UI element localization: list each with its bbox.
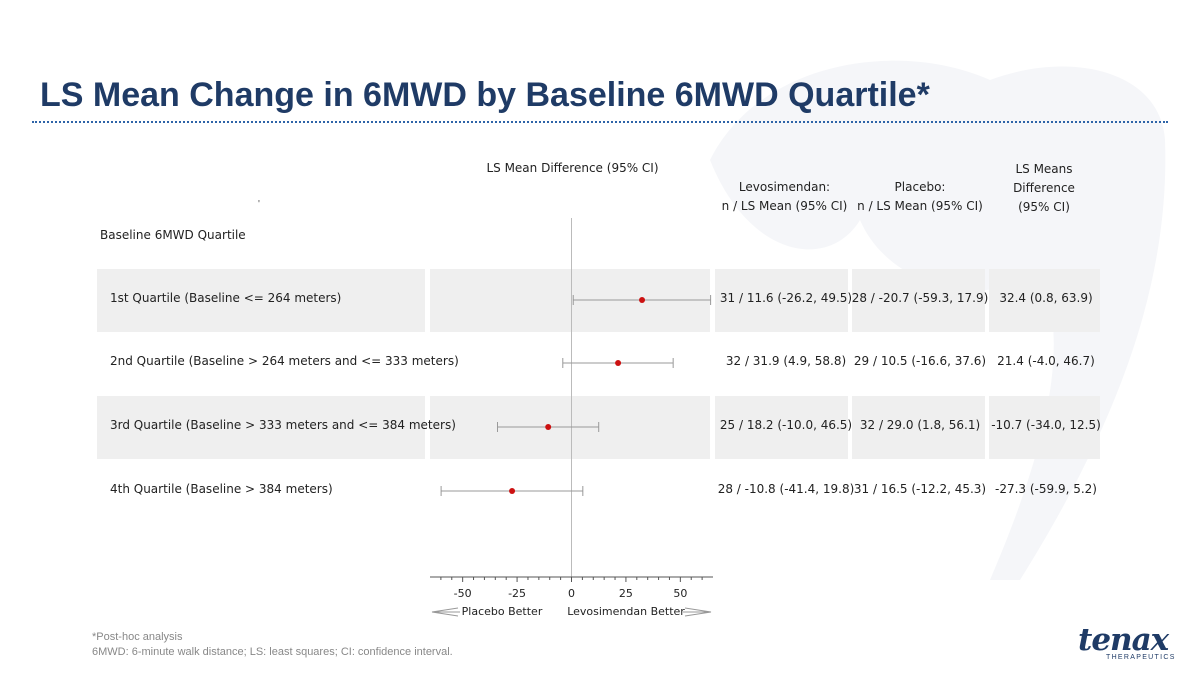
levo-value-q1: 31 / 11.6 (-26.2, 49.5)	[719, 291, 853, 305]
tenax-logo-sub: THERAPEUTICS	[1106, 654, 1176, 661]
slide-title: LS Mean Change in 6MWD by Baseline 6MWD …	[40, 76, 930, 114]
point-estimate	[509, 488, 516, 494]
point-estimate	[545, 424, 552, 430]
row-band	[852, 269, 985, 332]
row-label-q2: 2nd Quartile (Baseline > 264 meters and …	[110, 354, 459, 368]
stray-tick-mark: '	[258, 199, 260, 210]
row-label-q3: 3rd Quartile (Baseline > 333 meters and …	[110, 418, 456, 432]
diff-header-line3: (95% CI)	[1018, 200, 1070, 214]
diff-value-q3: -10.7 (-34.0, 12.5)	[991, 418, 1101, 432]
point-estimate	[639, 297, 646, 303]
placebo-value-q2: 29 / 10.5 (-16.6, 37.6)	[853, 354, 987, 368]
x-tick-label: 50	[673, 587, 687, 600]
x-tick-label: 0	[568, 587, 575, 600]
placebo-value-q4: 31 / 16.5 (-12.2, 45.3)	[853, 482, 987, 496]
placebo-value-q1: 28 / -20.7 (-59.3, 17.9)	[851, 291, 989, 305]
row-band	[715, 269, 848, 332]
direction-arrows	[431, 607, 712, 617]
diff-value-q2: 21.4 (-4.0, 46.7)	[997, 354, 1095, 368]
placebo-header-line2: n / LS Mean (95% CI)	[857, 199, 983, 213]
title-divider	[32, 121, 1168, 123]
levo-value-q3: 25 / 18.2 (-10.0, 46.5)	[719, 418, 853, 432]
placebo-value-q3: 32 / 29.0 (1.8, 56.1)	[859, 418, 981, 432]
diff-header-line2: Difference	[1013, 181, 1075, 195]
footnote-posthoc: *Post-hoc analysis	[92, 631, 183, 643]
placebo-better-label: Placebo Better	[462, 605, 543, 618]
levo-header-line2: n / LS Mean (95% CI)	[721, 199, 848, 213]
section-label: Baseline 6MWD Quartile	[100, 228, 246, 242]
row-band	[97, 396, 425, 459]
row-band	[97, 269, 425, 332]
row-band	[989, 396, 1100, 459]
levosimendan-better-label: Levosimendan Better	[567, 605, 685, 618]
levo-header-line1: Levosimendan:	[738, 180, 831, 194]
x-axis-ticks: -50 -25 0 25 50	[440, 577, 703, 600]
diff-value-q1: 32.4 (0.8, 63.9)	[999, 291, 1093, 305]
row-band	[852, 396, 985, 459]
levo-value-q4: 28 / -10.8 (-41.4, 19.8)	[717, 482, 855, 496]
row-band	[989, 269, 1100, 332]
diff-value-q4: -27.3 (-59.9, 5.2)	[995, 482, 1097, 496]
row-band	[715, 396, 848, 459]
levo-value-q2: 32 / 31.9 (4.9, 58.8)	[725, 354, 847, 368]
x-tick-label: -50	[454, 587, 472, 600]
row-label-q1: 1st Quartile (Baseline <= 264 meters)	[110, 291, 342, 305]
x-tick-label: 25	[619, 587, 633, 600]
x-tick-label: -25	[508, 587, 526, 600]
forest-marks	[440, 295, 712, 496]
footnote-abbreviations: 6MWD: 6-minute walk distance; LS: least …	[92, 646, 453, 658]
forest-header: LS Mean Difference (95% CI)	[486, 161, 659, 175]
placebo-header: Placebo: n / LS Mean (95% CI)	[850, 178, 990, 216]
levo-header: Levosimendan: n / LS Mean (95% CI)	[712, 178, 857, 216]
diff-header-line1: LS Means	[1015, 162, 1073, 176]
point-estimate	[615, 360, 622, 366]
row-label-q4: 4th Quartile (Baseline > 384 meters)	[110, 482, 333, 496]
placebo-header-line1: Placebo:	[894, 180, 946, 194]
diff-header: LS Means Difference (95% CI)	[988, 160, 1100, 217]
tenax-logo: tenax	[1078, 622, 1169, 658]
